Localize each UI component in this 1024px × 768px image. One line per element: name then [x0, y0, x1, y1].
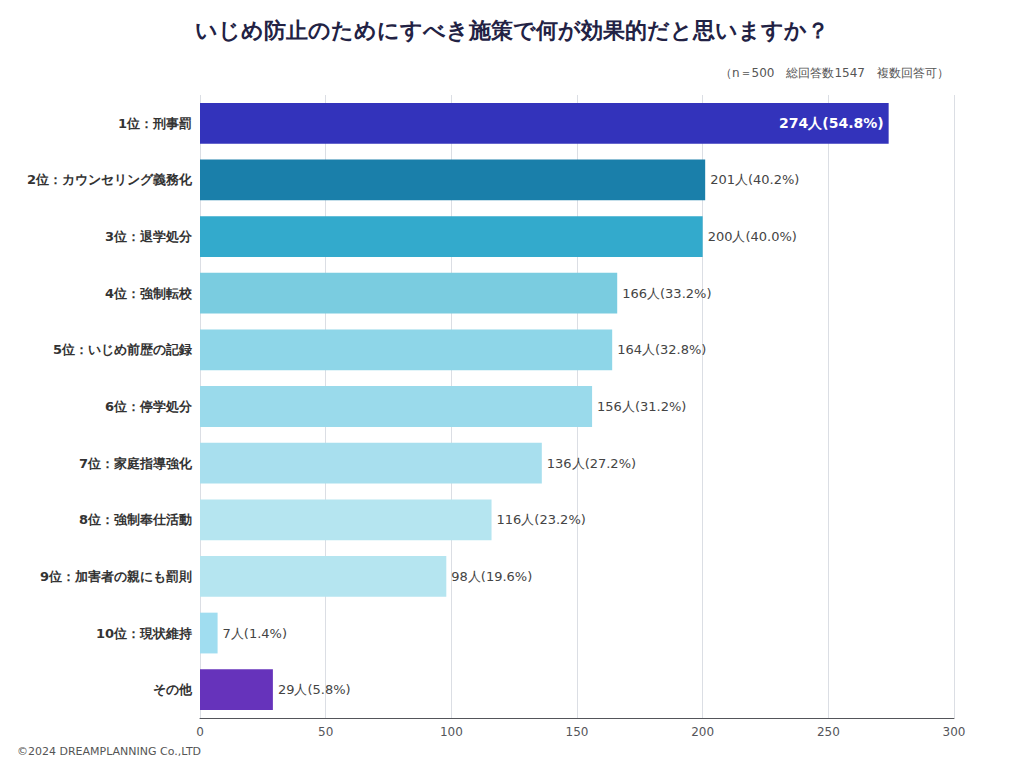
svg-text:8位：強制奉仕活動: 8位：強制奉仕活動 — [79, 512, 192, 527]
svg-text:2位：カウンセリング義務化: 2位：カウンセリング義務化 — [27, 172, 193, 187]
svg-text:7人(1.4%): 7人(1.4%) — [223, 626, 287, 641]
svg-text:3位：退学処分: 3位：退学処分 — [105, 229, 193, 244]
svg-text:0: 0 — [196, 725, 204, 739]
svg-text:116人(23.2%): 116人(23.2%) — [497, 512, 586, 527]
svg-text:50: 50 — [318, 725, 333, 739]
svg-text:5位：いじめ前歴の記録: 5位：いじめ前歴の記録 — [53, 342, 192, 357]
svg-text:98人(19.6%): 98人(19.6%) — [451, 569, 532, 584]
svg-text:250: 250 — [817, 725, 840, 739]
svg-text:29人(5.8%): 29人(5.8%) — [278, 682, 351, 697]
svg-text:100: 100 — [440, 725, 463, 739]
svg-text:200: 200 — [691, 725, 714, 739]
svg-text:9位：加害者の親にも罰則: 9位：加害者の親にも罰則 — [40, 569, 192, 584]
svg-text:4位：強制転校: 4位：強制転校 — [105, 286, 193, 301]
svg-text:201人(40.2%): 201人(40.2%) — [710, 172, 799, 187]
svg-text:156人(31.2%): 156人(31.2%) — [597, 399, 686, 414]
svg-text:164人(32.8%): 164人(32.8%) — [617, 342, 706, 357]
svg-text:10位：現状維持: 10位：現状維持 — [96, 626, 192, 641]
svg-text:その他: その他 — [153, 682, 193, 697]
svg-text:274人(54.8%): 274人(54.8%) — [779, 115, 884, 131]
svg-text:300: 300 — [943, 725, 966, 739]
svg-text:6位：停学処分: 6位：停学処分 — [105, 399, 193, 414]
svg-text:200人(40.0%): 200人(40.0%) — [708, 229, 797, 244]
svg-text:いじめ防止のためにすべき施策で何が効果的だと思いますか？: いじめ防止のためにすべき施策で何が効果的だと思いますか？ — [195, 18, 829, 43]
svg-text:（n＝500 総回答数1547 複数回答可）: （n＝500 総回答数1547 複数回答可） — [720, 66, 949, 80]
svg-text:150: 150 — [566, 725, 589, 739]
svg-text:166人(33.2%): 166人(33.2%) — [622, 286, 711, 301]
svg-text:1位：刑事罰: 1位：刑事罰 — [118, 116, 192, 131]
svg-text:7位：家庭指導強化: 7位：家庭指導強化 — [79, 456, 193, 471]
svg-text:©2024 DREAMPLANNING Co.,LTD: ©2024 DREAMPLANNING Co.,LTD — [17, 745, 201, 758]
svg-text:136人(27.2%): 136人(27.2%) — [547, 456, 636, 471]
